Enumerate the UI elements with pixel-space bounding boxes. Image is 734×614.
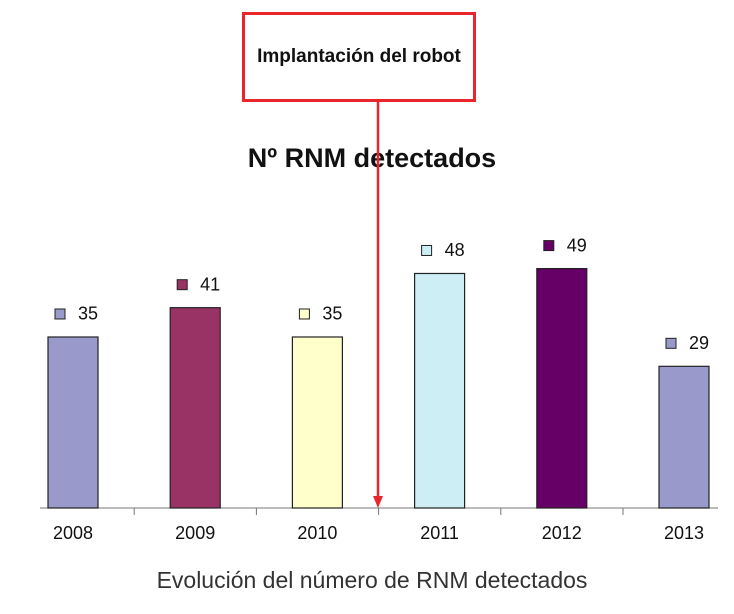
chart-title: Nº RNM detectados: [248, 143, 496, 173]
bar: [169, 307, 221, 509]
label-key: [176, 279, 188, 291]
x-tick-label: 2011: [420, 523, 459, 543]
bar: [536, 267, 588, 509]
x-tick-label: 2008: [53, 523, 93, 543]
bar: [658, 365, 710, 509]
label-key: [421, 244, 433, 256]
data-label: 29: [689, 333, 709, 353]
data-label: 49: [567, 235, 587, 255]
x-tick-label: 2012: [542, 523, 582, 543]
data-label: 35: [322, 304, 342, 324]
data-label: 35: [78, 304, 98, 324]
annotation-arrowhead: [373, 496, 383, 508]
bar: [47, 336, 99, 509]
x-tick-label: 2010: [297, 523, 337, 543]
label-key: [665, 337, 677, 349]
annotation-box: Implantación del robot: [242, 12, 476, 102]
label-key: [54, 308, 66, 320]
x-tick-label: 2013: [664, 523, 704, 543]
x-tick-label: 2009: [175, 523, 215, 543]
label-key: [298, 308, 310, 320]
label-key: [543, 240, 555, 252]
data-label: 48: [445, 240, 465, 260]
bar: [291, 336, 343, 509]
data-label: 41: [200, 274, 220, 294]
bar: [414, 272, 466, 509]
caption: Evolución del número de RNM detectados: [157, 567, 588, 593]
